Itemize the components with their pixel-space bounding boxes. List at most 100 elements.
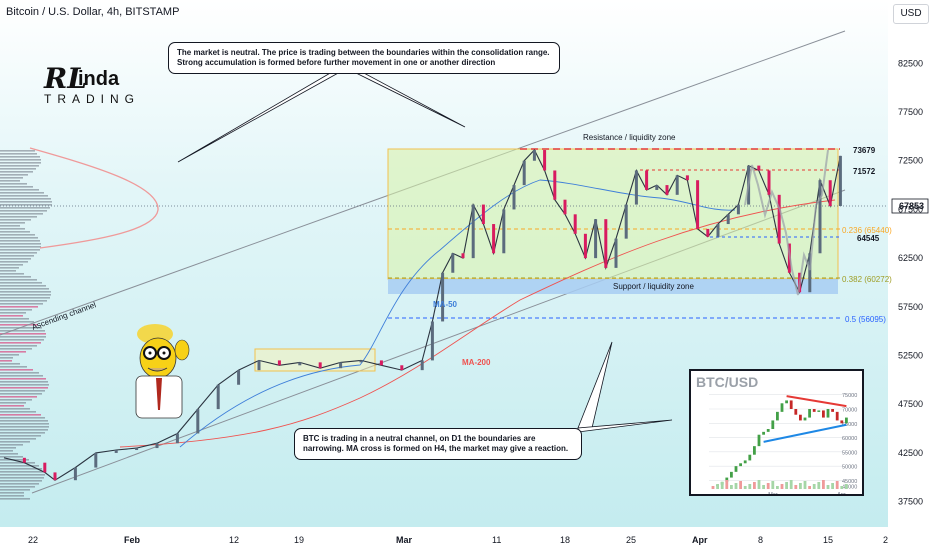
price-candle <box>614 238 618 268</box>
price-candle <box>94 452 98 468</box>
inset-volume-bar <box>831 483 834 489</box>
chart-title: Bitcoin / U.S. Dollar, 4h, BITSTAMP <box>6 6 180 18</box>
x-tick-label: 11 <box>492 535 501 545</box>
price-candle <box>461 253 465 259</box>
inset-volume-bar <box>711 486 715 489</box>
volume-profile-bar <box>0 390 45 392</box>
inset-tick-label: 60000 <box>842 436 857 442</box>
price-candle <box>634 170 638 205</box>
volume-profile-bar <box>0 336 46 338</box>
price-candle <box>716 224 720 237</box>
inset-candle <box>762 431 765 435</box>
volume-profile-bar <box>0 366 27 368</box>
inset-tick-label: 65000 <box>842 422 857 428</box>
inset-volume-bar <box>776 486 779 489</box>
volume-profile-bar <box>0 426 49 428</box>
y-axis: 82500 77500 72500 67500 62500 57500 52500 47500… <box>898 58 923 506</box>
ma-50-line <box>179 179 736 448</box>
price-candle <box>818 180 822 254</box>
volume-profile-bar <box>0 216 37 218</box>
volume-profile-bar <box>0 330 45 332</box>
x-tick-label: Mar <box>396 535 413 545</box>
inset-tick-label: 50000 <box>842 465 857 471</box>
character-hand <box>174 339 190 361</box>
price-candle <box>512 185 516 210</box>
inset-candle <box>808 409 811 418</box>
currency-button[interactable]: USD <box>893 4 929 24</box>
volume-profile-bar <box>0 408 30 410</box>
inset-title: BTC/USD <box>696 374 759 390</box>
logo-monogram: RL <box>44 62 87 95</box>
price-candle <box>543 150 547 171</box>
volume-profile-bar <box>0 360 12 362</box>
price-candle <box>532 150 536 161</box>
volume-profile-bar <box>0 255 34 257</box>
inset-candle <box>845 417 848 424</box>
inset-candle <box>771 420 775 429</box>
y-tick-label: 57500 <box>898 302 923 312</box>
current-price-label: 67853 <box>899 201 924 211</box>
volume-profile-bar <box>0 201 52 203</box>
inset-volume-bar <box>748 484 752 489</box>
inset-candle <box>799 414 802 421</box>
inset-volume-bar <box>739 481 742 489</box>
y-tick-label: 37500 <box>898 497 923 507</box>
price-candle <box>553 170 557 200</box>
inset-volume-bar <box>840 486 844 489</box>
volume-profile-bar <box>0 234 35 236</box>
level-label: 0.5 (56095) <box>845 315 886 324</box>
volume-profile-bar <box>0 474 45 476</box>
volume-profile-bar <box>0 309 32 311</box>
volume-profile-bar <box>0 231 30 233</box>
inset-volume-bar <box>780 484 784 489</box>
inset-candle <box>822 410 825 418</box>
volume-profile-bar <box>0 267 19 269</box>
volume-profile-bar <box>0 225 20 227</box>
volume-profile-bar <box>0 444 23 446</box>
price-candle <box>624 204 628 239</box>
price-candle <box>675 175 679 195</box>
x-tick-label: 2 <box>883 535 888 545</box>
volume-profile-bar <box>0 492 24 494</box>
inset-candle <box>831 409 834 412</box>
inset-resistance-line <box>786 395 847 408</box>
y-tick-label: 77500 <box>898 107 923 117</box>
inset-volume-bar <box>817 482 821 489</box>
projection-path <box>744 149 829 296</box>
price-candle <box>502 209 506 254</box>
price-candle <box>665 185 669 195</box>
inset-volume-bar <box>785 482 788 489</box>
volume-profile-bar <box>0 423 49 425</box>
volume-profile-bar <box>0 387 48 389</box>
x-tick-label: 12 <box>229 535 239 545</box>
top-callout-text: The market is neutral. The price is trad… <box>177 48 550 67</box>
resistance-label: Resistance / liquidity zone <box>583 133 676 142</box>
volume-profile-bar <box>0 378 46 380</box>
price-candle <box>471 204 475 259</box>
volume-profile-bar <box>0 180 20 182</box>
price-candle <box>216 384 220 410</box>
volume-profile-bar <box>0 222 25 224</box>
ma-200-line <box>119 199 836 448</box>
volume-profile-bar <box>0 372 39 374</box>
price-axis-background <box>888 0 932 527</box>
volume-profile-bar <box>0 240 40 242</box>
inset-candle <box>757 434 761 447</box>
inset-volume-bar <box>812 484 816 489</box>
x-tick-label: 18 <box>560 535 570 545</box>
inset-candle <box>725 477 729 482</box>
price-candle <box>726 214 730 225</box>
volume-profile-bar <box>0 285 46 287</box>
y-tick-label: 42500 <box>898 448 923 458</box>
price-candle <box>43 462 47 473</box>
price-candle <box>645 170 649 190</box>
volume-profile-bar <box>0 468 42 470</box>
inset-volume-bar <box>826 485 830 489</box>
volume-profile-bar <box>0 399 32 401</box>
inset-candle <box>835 411 839 421</box>
inset-volume-bar <box>753 482 756 489</box>
inset-candle <box>794 409 798 415</box>
inset-candle <box>743 460 747 464</box>
x-tick-label: 8 <box>758 535 763 545</box>
logo-subtitle: TRADING <box>44 92 140 106</box>
